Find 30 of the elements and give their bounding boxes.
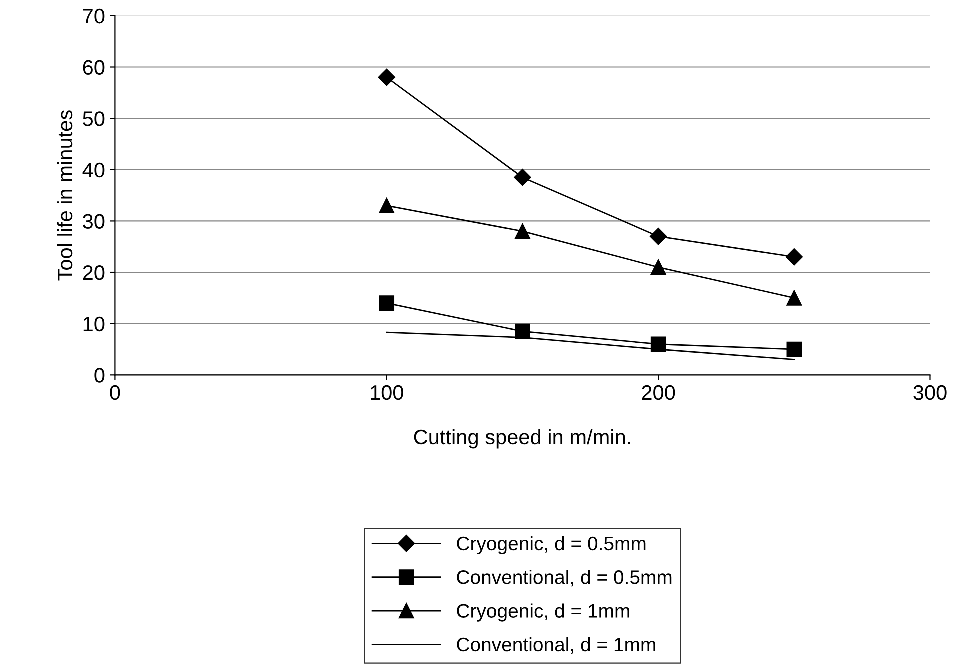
point: [650, 228, 668, 246]
point: [378, 68, 396, 86]
legend-label: Conventional, d = 1mm: [457, 637, 656, 654]
y-tick-label: 60: [83, 60, 105, 76]
point: [379, 296, 395, 311]
point: [786, 290, 802, 306]
point: [650, 260, 666, 276]
point: [515, 224, 530, 240]
y-tick-label: 70: [83, 8, 105, 24]
point: [786, 342, 802, 358]
x-tick-label: 100: [371, 385, 404, 400]
x-axis-title: Cutting speed in m/min.: [414, 429, 630, 449]
y-tick-label: 0: [94, 368, 105, 383]
point: [786, 248, 803, 266]
point: [379, 198, 395, 214]
legend-label: Cryogenic, d = 1mm: [457, 604, 630, 622]
y-tick-label: 30: [83, 214, 105, 229]
x-tick-label: 0: [110, 385, 120, 400]
point: [650, 336, 666, 352]
point: [515, 324, 530, 340]
legend-label: Conventional, d = 0.5mm: [457, 570, 672, 587]
y-tick-label: 50: [83, 112, 105, 126]
x-tick-label: 200: [642, 385, 676, 400]
x-tick-label: 300: [914, 385, 947, 400]
y-axis-title: Tool life in minutes: [57, 110, 73, 281]
legend-label: Cryogenic, d = 0.5mm: [457, 536, 646, 554]
y-tick-label: 40: [82, 162, 105, 178]
y-tick-label: 10: [84, 316, 105, 332]
point: [514, 169, 532, 186]
y-tick-label: 20: [83, 266, 105, 280]
